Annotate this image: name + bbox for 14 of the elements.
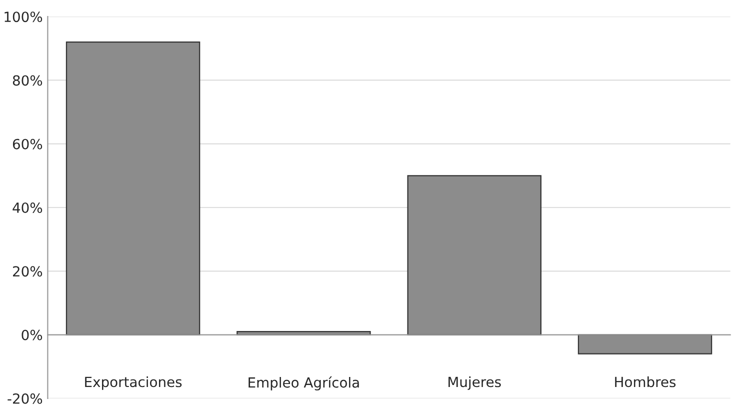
bar: [578, 334, 712, 354]
x-tick-label: Empleo Agrícola: [248, 376, 359, 390]
y-tick-label: 100%: [4, 12, 42, 22]
y-tick-label: 20%: [12, 266, 42, 277]
bar: [407, 175, 542, 336]
x-tick-label: Hombres: [615, 376, 676, 388]
y-tick-label: -20%: [8, 393, 42, 404]
y-tick-label: 0%: [22, 330, 42, 340]
bar: [66, 42, 200, 336]
y-tick-label: 80%: [12, 75, 42, 86]
y-tick-label: 40%: [12, 202, 42, 213]
x-tick-label: Mujeres: [448, 376, 501, 390]
y-tick-label: 60%: [12, 138, 42, 150]
x-tick-label: Exportaciones: [85, 376, 182, 390]
